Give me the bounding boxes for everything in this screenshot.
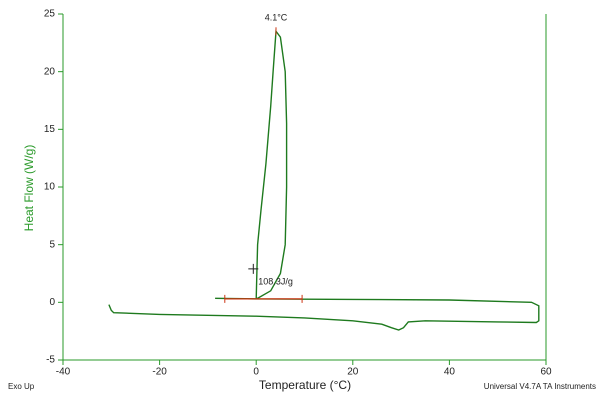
x-tick-label: -20 (152, 367, 167, 378)
x-axis-label: Temperature (°C) (259, 378, 351, 392)
y-tick-label: -5 (46, 355, 55, 366)
x-tick-label: 60 (540, 367, 552, 378)
y-axis-label: Heat Flow (W/g) (22, 145, 36, 232)
footer-right: Universal V4.7A TA Instruments (484, 382, 596, 391)
x-tick-label: 40 (444, 367, 456, 378)
y-tick-label: 10 (44, 182, 56, 193)
enthalpy-marker (248, 263, 259, 274)
y-tick-label: 0 (49, 297, 55, 308)
peak-label: 4.1°C (265, 13, 288, 23)
x-tick-label: -40 (56, 367, 71, 378)
heat-flow-line (108, 29, 540, 331)
y-tick-label: 20 (44, 66, 56, 77)
x-tick-label: 20 (347, 367, 359, 378)
footer-left: Exo Up (8, 382, 35, 391)
x-tick-label: 0 (253, 367, 259, 378)
enthalpy-label: 108.3J/g (258, 276, 293, 286)
y-tick-label: 15 (44, 124, 56, 135)
y-tick-label: 25 (44, 9, 56, 20)
y-tick-label: 5 (49, 239, 55, 250)
